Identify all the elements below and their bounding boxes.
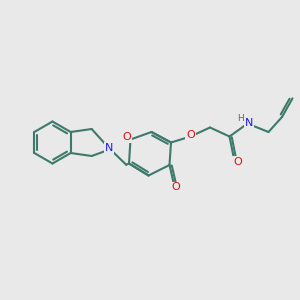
Text: N: N	[245, 118, 253, 128]
Text: O: O	[233, 157, 242, 167]
Text: O: O	[186, 130, 195, 140]
Text: N: N	[105, 143, 113, 153]
Text: H: H	[237, 114, 243, 123]
Text: O: O	[172, 182, 181, 193]
Text: O: O	[122, 132, 131, 142]
